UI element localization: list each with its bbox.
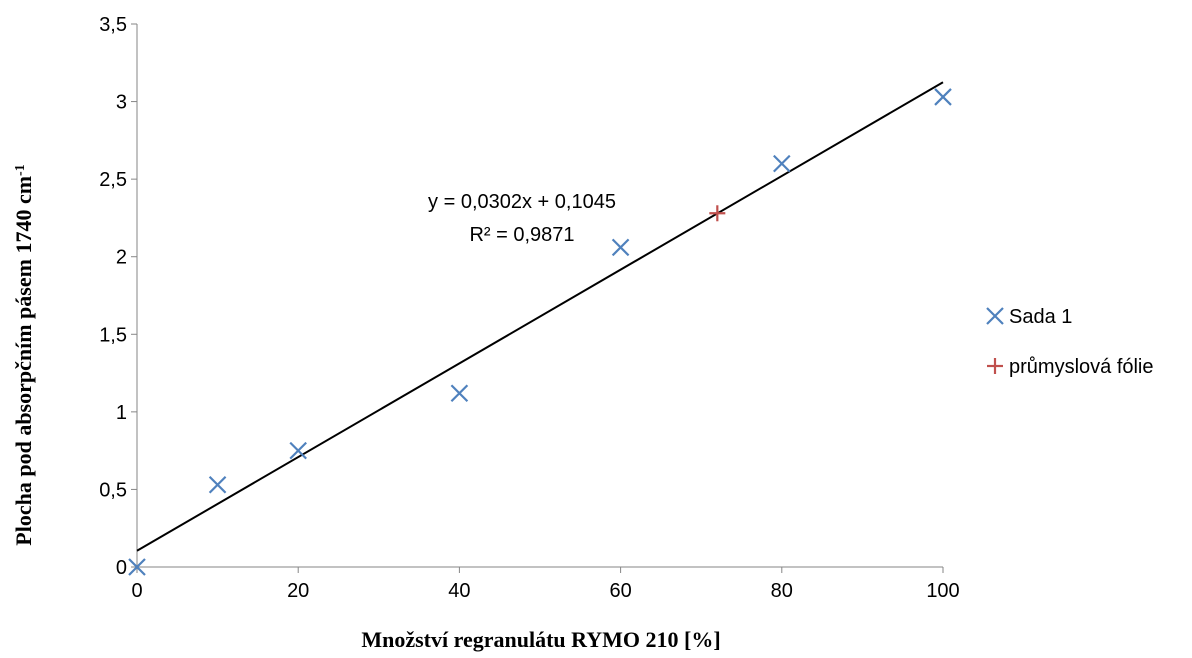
trendline xyxy=(136,81,944,552)
legend-marker xyxy=(986,307,1004,325)
legend-item: Sada 1 xyxy=(986,306,1072,328)
y-tick-label: 2,5 xyxy=(99,169,127,191)
x-tick-label: 20 xyxy=(287,580,309,602)
data-point-series-1 xyxy=(208,475,227,494)
axes xyxy=(131,23,944,573)
data-point-series-1 xyxy=(611,238,630,257)
marker-stroke xyxy=(773,154,791,173)
x-tick-label: 40 xyxy=(448,580,470,602)
marker-stroke xyxy=(934,88,952,106)
x-axis-title: Množství regranulátu RYMO 210 [%] xyxy=(361,627,720,652)
data-point-series-1 xyxy=(289,441,307,460)
trendline-equation-label: y = 0,0302x + 0,1045 xyxy=(428,191,616,213)
trendline-equation: y = 0,0302x + 0,1045 R² = 0,9871 xyxy=(428,191,616,246)
marker-stroke xyxy=(450,384,469,403)
y-tick-label: 2 xyxy=(116,247,127,269)
marker-stroke xyxy=(128,558,146,576)
legend: Sada 1 průmyslová fólie xyxy=(986,306,1154,378)
data-point-series-1 xyxy=(450,384,469,403)
legend-label: Sada 1 xyxy=(1009,306,1072,328)
y-tick-label: 1 xyxy=(116,402,127,424)
y-axis-title: Plocha pod absorpčním pásem 1740 cm-1 xyxy=(11,164,36,545)
y-tick-label: 3,5 xyxy=(99,14,127,36)
x-tick-label: 0 xyxy=(131,580,142,602)
y-tick-label: 0 xyxy=(116,557,127,579)
y-axis-title-main: Plocha pod absorpčním pásem 1740 cm xyxy=(11,176,36,546)
trendline-r2-label: R² = 0,9871 xyxy=(469,224,574,246)
legend-item: průmyslová fólie xyxy=(987,356,1154,378)
y-tick-label: 1,5 xyxy=(99,324,127,346)
data-point-series-1 xyxy=(934,88,952,106)
marker-stroke xyxy=(208,475,227,494)
data-point-series-1 xyxy=(128,558,146,576)
marker-stroke xyxy=(986,307,1004,325)
data-point-series-1 xyxy=(773,154,791,173)
legend-label: průmyslová fólie xyxy=(1009,356,1154,378)
legend-marker xyxy=(987,358,1003,374)
x-tick-label: 60 xyxy=(609,580,631,602)
y-axis-title-superscript: -1 xyxy=(13,164,28,176)
trendline-group xyxy=(136,81,944,552)
data-points xyxy=(128,88,952,576)
y-tick-label: 3 xyxy=(116,92,127,114)
tick-labels: 0 0,5 1 1,5 2 2,5 3 3,5 0 20 40 60 80 100 xyxy=(99,14,960,602)
data-point-series-2 xyxy=(709,205,726,222)
x-tick-label: 100 xyxy=(926,580,959,602)
x-tick-label: 80 xyxy=(771,580,793,602)
y-tick-label: 0,5 xyxy=(99,479,127,501)
marker-stroke xyxy=(611,238,630,257)
marker-stroke xyxy=(289,441,307,460)
